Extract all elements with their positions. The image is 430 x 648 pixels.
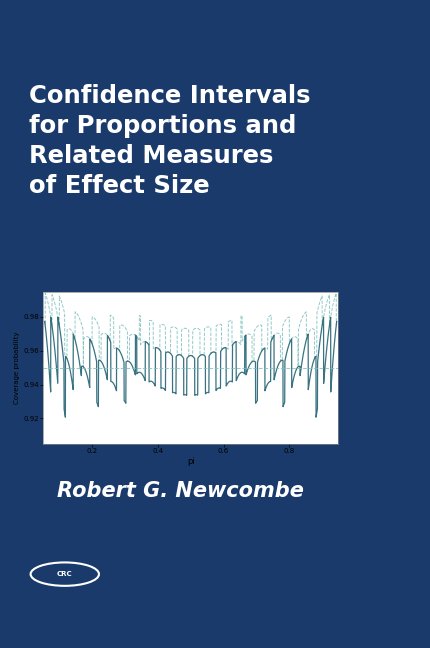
Text: Robert G. Newcombe: Robert G. Newcombe [56, 481, 303, 501]
Text: CRC Press: CRC Press [115, 551, 185, 564]
Text: Chapman & Hall/CRC Biostatistics Series: Chapman & Hall/CRC Biostatistics Series [89, 24, 341, 38]
Text: CRC: CRC [57, 571, 72, 577]
Text: Taylor & Francis Group: Taylor & Francis Group [115, 578, 201, 587]
Text: A CHAPMAN & HALL BOOK: A CHAPMAN & HALL BOOK [129, 616, 230, 625]
Text: Confidence Intervals
for Proportions and
Related Measures
of Effect Size: Confidence Intervals for Proportions and… [29, 84, 310, 198]
X-axis label: pi: pi [187, 457, 194, 466]
Y-axis label: Coverage probability: Coverage probability [14, 331, 20, 404]
